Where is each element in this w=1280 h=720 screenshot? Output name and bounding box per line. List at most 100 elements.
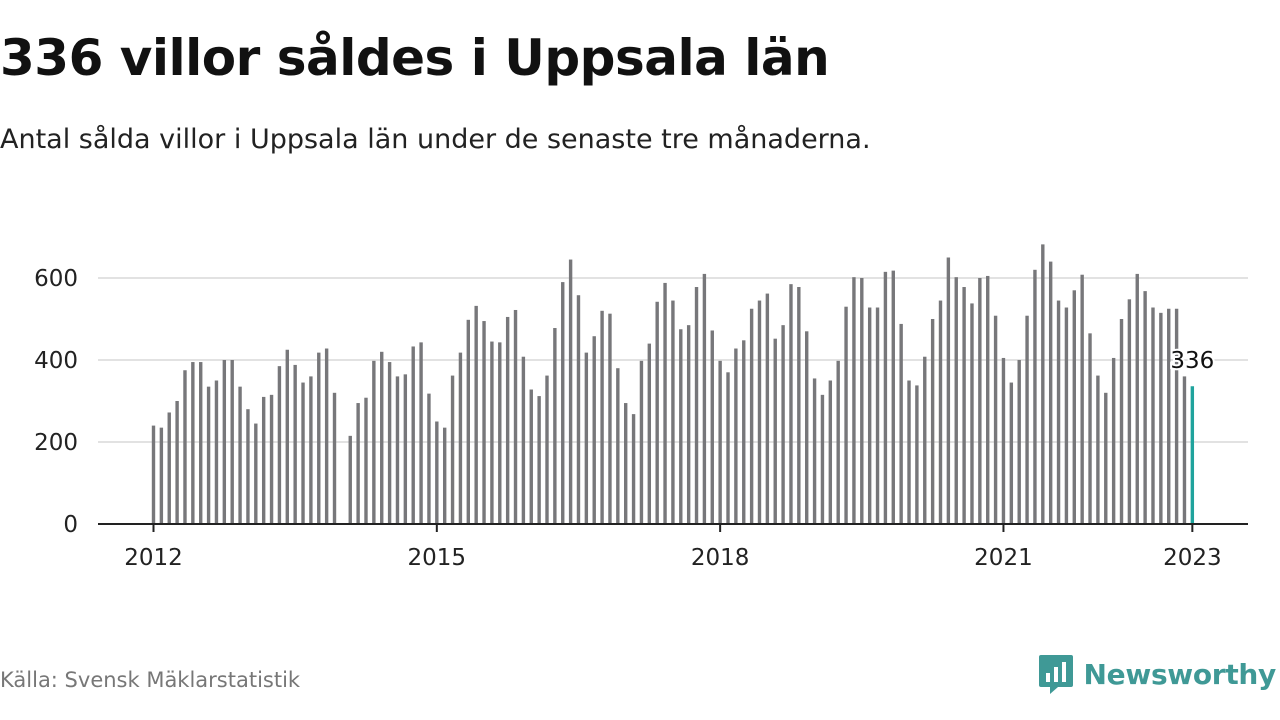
bar (167, 412, 171, 524)
bar (1151, 307, 1155, 524)
bar (702, 273, 707, 524)
bar (655, 301, 659, 524)
bar (513, 309, 518, 524)
bar (553, 328, 557, 524)
bar (710, 330, 714, 524)
bar (1111, 357, 1116, 524)
bar (852, 277, 856, 524)
bar (285, 349, 289, 524)
bars (151, 244, 1195, 524)
bar (301, 382, 305, 524)
bar (372, 360, 376, 524)
bar (356, 403, 360, 524)
bar (891, 270, 895, 524)
bar (254, 423, 258, 524)
bar (663, 282, 667, 524)
bar (505, 316, 510, 524)
bar (757, 300, 762, 524)
x-tick-label: 2018 (691, 545, 750, 571)
bar (1135, 273, 1139, 524)
bar (450, 375, 455, 524)
bar (269, 394, 274, 524)
bar (820, 394, 825, 524)
bar (498, 342, 502, 524)
bar (671, 300, 675, 524)
bar (592, 336, 596, 524)
bar (1048, 261, 1053, 524)
bar (679, 329, 683, 524)
bar (442, 427, 447, 524)
bar (742, 340, 746, 524)
bar (568, 259, 573, 524)
source-note: Källa: Svensk Mäklarstatistik (0, 668, 301, 692)
bar (206, 386, 211, 524)
bar (332, 392, 337, 524)
newsworthy-logo-icon (1038, 655, 1073, 694)
bar-latest (1190, 386, 1195, 524)
bar (474, 305, 478, 524)
page-title: 336 villor såldes i Uppsala län (0, 29, 830, 87)
bar (191, 362, 195, 524)
bar (946, 257, 951, 524)
x-tick-label: 2021 (974, 545, 1033, 571)
bar (521, 356, 526, 524)
bar (923, 356, 927, 524)
bar (836, 360, 840, 524)
bar (962, 287, 966, 524)
x-tick-label: 2012 (124, 545, 183, 571)
bar (600, 310, 604, 524)
bar (883, 271, 888, 524)
bar (789, 284, 793, 524)
brand-logo[interactable]: Newsworthy (1038, 652, 1276, 696)
y-tick-label: 600 (34, 266, 78, 292)
bar (765, 293, 770, 524)
bar (1104, 392, 1108, 524)
bar (718, 360, 722, 524)
bar (261, 396, 266, 524)
bar (246, 409, 250, 524)
bar (616, 368, 620, 524)
bar (458, 352, 463, 524)
bar (561, 282, 565, 524)
bar (970, 303, 974, 524)
bar (1182, 376, 1187, 524)
bar (986, 275, 990, 524)
bar (411, 346, 415, 524)
y-tick-label: 0 (63, 512, 78, 538)
bar (805, 331, 809, 524)
bar (978, 278, 982, 524)
bar (348, 435, 352, 524)
bar (1064, 307, 1069, 524)
bar (694, 287, 699, 524)
page-subtitle: Antal sålda villor i Uppsala län under d… (0, 124, 871, 155)
bar (395, 376, 400, 524)
annotation: 336 (1168, 346, 1216, 376)
bar (1017, 360, 1021, 524)
bar (1009, 382, 1014, 524)
bar (1056, 300, 1061, 524)
bar (309, 376, 313, 524)
bar (230, 360, 234, 524)
bar (1088, 333, 1092, 524)
x-tick-label: 2015 (408, 545, 467, 571)
bar (860, 278, 864, 524)
bar (844, 306, 848, 524)
bar (277, 366, 282, 524)
bar (907, 380, 911, 524)
bar (993, 315, 998, 524)
bar (537, 396, 541, 524)
bar (151, 425, 156, 524)
bar (726, 372, 730, 524)
bar-chart: 0 200 400 600 2012 2015 2018 2021 2023 336 (34, 244, 1248, 571)
bar (403, 374, 408, 524)
bar (1167, 308, 1171, 524)
bar (686, 325, 691, 524)
bar (466, 319, 470, 524)
bar (797, 287, 801, 524)
bar (576, 295, 581, 524)
bar (222, 360, 227, 524)
bar (899, 323, 903, 524)
bar (773, 338, 777, 524)
bar (435, 421, 439, 524)
bar (875, 307, 880, 524)
